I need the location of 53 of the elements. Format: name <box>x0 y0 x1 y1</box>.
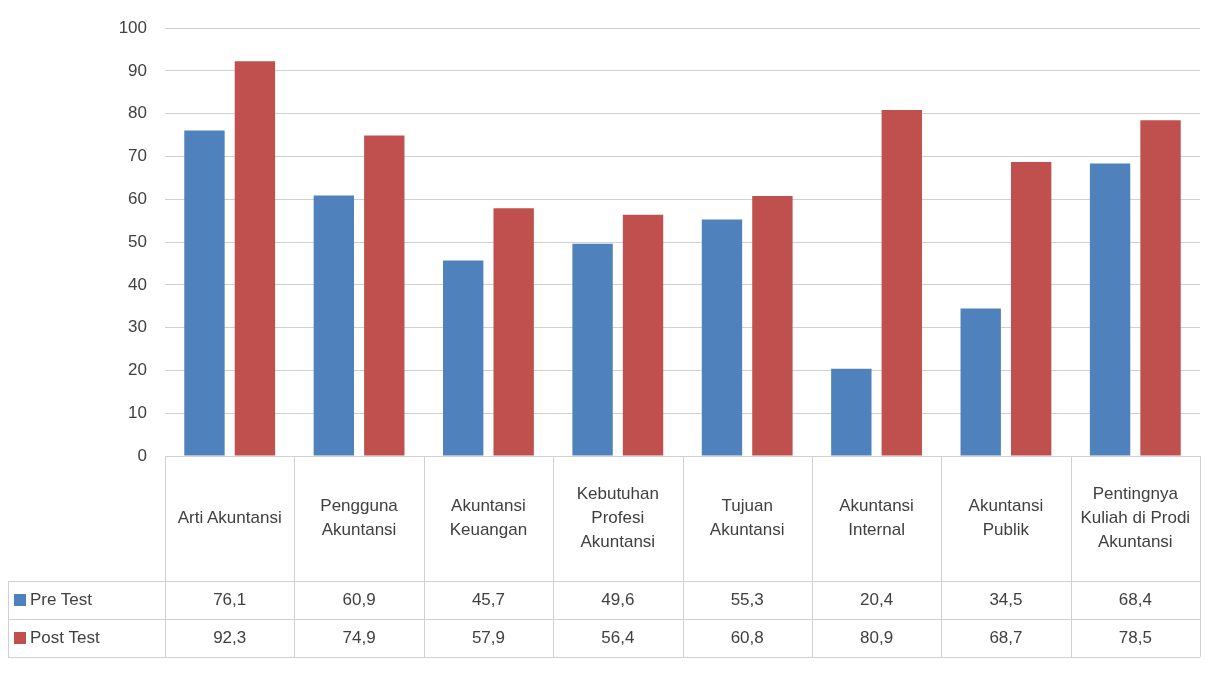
y-tick-label: 10 <box>128 402 147 422</box>
y-tick-label: 70 <box>128 146 147 166</box>
x-tick-label: Kebutuhan Profesi Akuntansi <box>576 484 659 552</box>
bar <box>234 61 276 456</box>
legend-label: Post Test <box>30 627 100 647</box>
bar <box>572 243 613 456</box>
x-tick-label: Tujuan Akuntansi <box>709 496 785 540</box>
data-label: 60,8 <box>730 627 764 647</box>
data-label: 60,9 <box>342 589 376 609</box>
data-label: 68,7 <box>989 627 1023 647</box>
y-tick-label: 100 <box>118 17 147 37</box>
x-tick-label: Arti Akuntansi <box>177 508 282 528</box>
data-label: 55,3 <box>730 589 764 609</box>
bar <box>184 130 225 456</box>
data-label: 80,9 <box>860 627 894 647</box>
bar <box>831 368 872 456</box>
bar <box>752 195 793 456</box>
bar <box>622 214 664 456</box>
x-tick-label: Akuntansi Internal <box>839 496 914 540</box>
data-label: 57,9 <box>471 627 505 647</box>
x-tick-label: Akuntansi Keuangan <box>449 496 528 540</box>
data-label: 92,3 <box>213 627 247 647</box>
data-label: 49,6 <box>601 589 635 609</box>
x-tick-label: Pengguna Akuntansi <box>320 496 399 540</box>
x-tick-label: Akuntansi Publik <box>968 496 1044 540</box>
bar <box>1010 162 1052 456</box>
legend-label: Pre Test <box>30 589 93 609</box>
y-tick-label: 40 <box>128 274 147 294</box>
data-label: 76,1 <box>213 589 247 609</box>
bar <box>960 308 1001 456</box>
bar <box>364 135 405 456</box>
data-label: 68,4 <box>1118 589 1152 609</box>
bar <box>1140 120 1181 456</box>
data-label: 78,5 <box>1118 627 1152 647</box>
y-tick-label: 80 <box>128 103 147 123</box>
bar <box>881 109 922 456</box>
bar <box>1089 163 1131 456</box>
y-tick-label: 0 <box>137 445 147 465</box>
data-label: 34,5 <box>989 589 1023 609</box>
data-label: 45,7 <box>471 589 505 609</box>
y-tick-label: 90 <box>128 60 147 80</box>
x-tick-label: Pentingnya Kuliah di Prodi Akuntansi <box>1080 484 1191 552</box>
bar <box>701 219 743 456</box>
y-tick-label: 50 <box>128 231 147 251</box>
data-label: 20,4 <box>860 589 894 609</box>
data-label: 74,9 <box>342 627 376 647</box>
bar <box>313 195 355 456</box>
bar <box>443 260 484 456</box>
y-tick-label: 20 <box>128 360 147 380</box>
y-tick-label: 30 <box>128 317 147 337</box>
bar <box>493 208 534 456</box>
y-tick-label: 60 <box>128 189 147 209</box>
data-label: 56,4 <box>601 627 635 647</box>
